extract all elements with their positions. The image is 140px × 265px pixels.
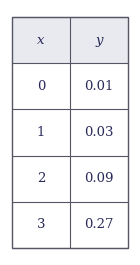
Bar [12, 109, 128, 156]
Text: y: y [95, 34, 103, 47]
Bar [12, 202, 128, 248]
Text: 0.09: 0.09 [84, 172, 114, 185]
Bar [12, 156, 128, 202]
Text: x: x [37, 34, 45, 47]
Text: 1: 1 [37, 126, 45, 139]
Bar [12, 63, 128, 109]
Text: 0.03: 0.03 [84, 126, 114, 139]
Text: 0.27: 0.27 [84, 218, 114, 231]
Text: 0: 0 [37, 80, 45, 93]
Bar [12, 17, 128, 63]
Bar [12, 17, 128, 248]
Text: 2: 2 [37, 172, 45, 185]
Text: 0.01: 0.01 [84, 80, 114, 93]
Text: 3: 3 [37, 218, 45, 231]
